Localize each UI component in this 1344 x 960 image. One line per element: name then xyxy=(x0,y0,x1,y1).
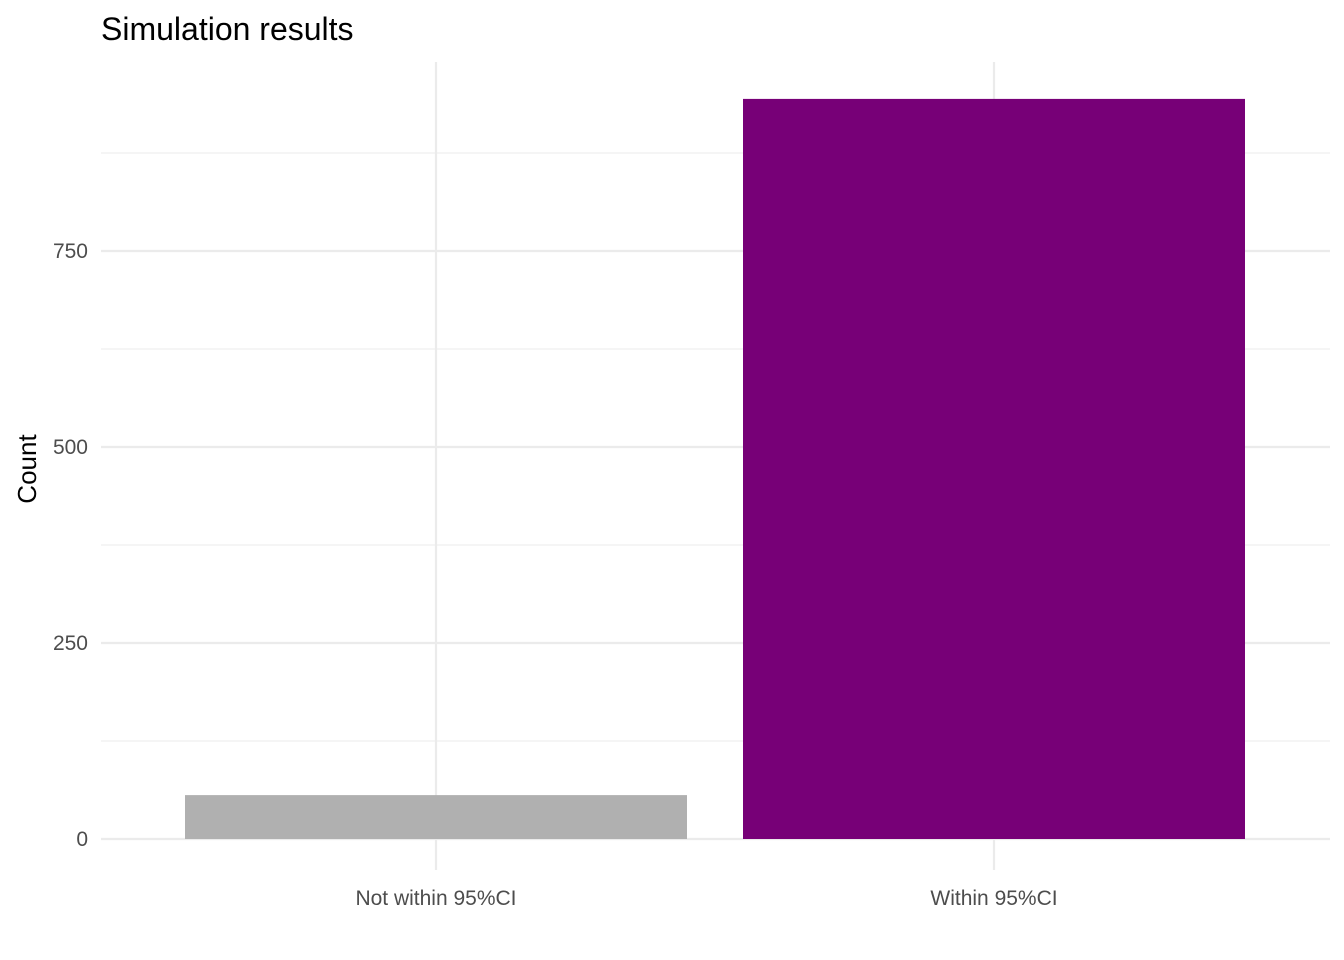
y-tick-label: 250 xyxy=(53,632,88,655)
bar xyxy=(743,98,1245,840)
x-tick-labels: Not within 95%CI Within 95%CI xyxy=(355,887,1057,910)
y-axis-title: Count xyxy=(12,434,42,504)
bars xyxy=(185,98,1245,840)
x-tick-label: Within 95%CI xyxy=(930,887,1057,910)
y-tick-labels: 0 250 500 750 xyxy=(53,240,88,851)
y-tick-label: 500 xyxy=(53,436,88,459)
y-tick-label: 0 xyxy=(76,828,88,851)
bar xyxy=(185,795,687,839)
x-tick-label: Not within 95%CI xyxy=(355,887,516,910)
y-tick-label: 750 xyxy=(53,240,88,263)
chart-title: Simulation results xyxy=(101,11,354,47)
